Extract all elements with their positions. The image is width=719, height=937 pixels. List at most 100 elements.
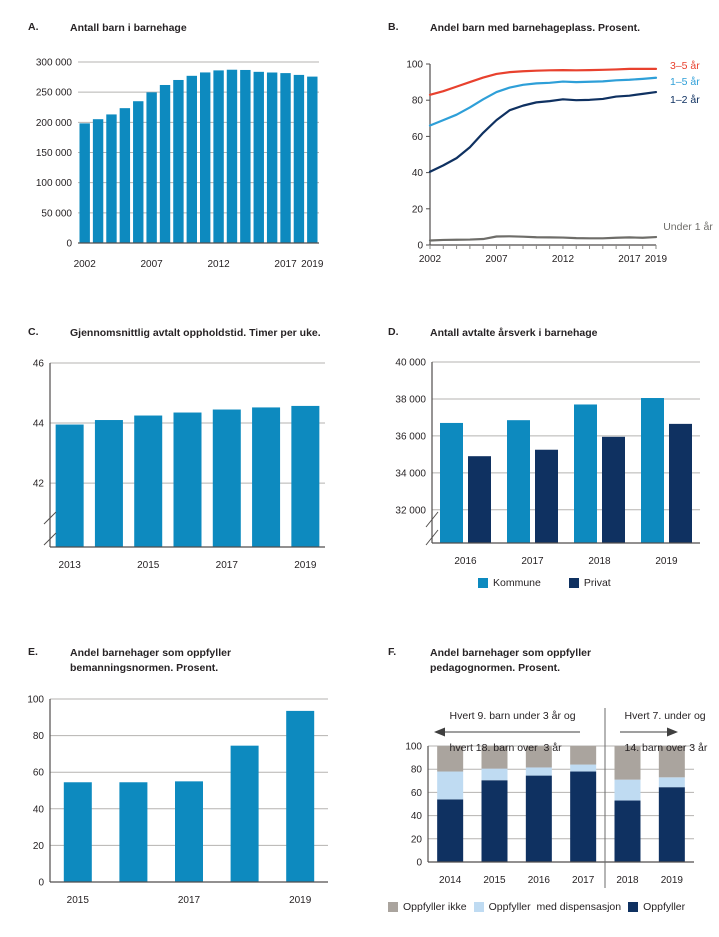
bar-Privat-2017 xyxy=(535,449,558,543)
x-tick-label: 2019 xyxy=(289,895,312,906)
y-tick-label: 60 xyxy=(33,768,45,779)
bar-2005 xyxy=(119,108,131,243)
line-label-under-1-ar: Under 1 år xyxy=(663,221,713,233)
bar-2012 xyxy=(213,70,224,244)
x-tick-label: 2015 xyxy=(483,875,506,886)
y-tick-label: 20 xyxy=(411,834,423,845)
x-tick-label: 2002 xyxy=(74,259,97,270)
bar-2018 xyxy=(252,407,281,547)
bar-2019 xyxy=(291,405,320,547)
y-tick-label: 0 xyxy=(417,241,423,252)
x-tick-label: 2018 xyxy=(616,875,639,886)
dispensasjon-swatch xyxy=(473,902,484,912)
bar-2015 xyxy=(63,782,92,882)
y-tick-label: 40 000 xyxy=(395,358,426,369)
y-tick-label: 60 xyxy=(412,132,424,143)
x-tick-label: 2007 xyxy=(141,259,164,270)
privat-swatch xyxy=(568,578,579,588)
y-tick-label: 250 000 xyxy=(36,88,73,99)
legend-label-dispensasjon: Oppfyller med dispensasjon xyxy=(488,901,622,913)
chart-a-canvas: 0 50 000 100 000 150 000 200 000 250 000 300 0… xyxy=(36,58,324,271)
y-tick-label: 80 xyxy=(33,731,45,742)
y-tick-label: 0 xyxy=(416,858,422,869)
axis-break-mark xyxy=(425,529,439,546)
bar-2006 xyxy=(133,101,144,243)
y-tick-label: 0 xyxy=(38,878,44,889)
x-tick-label: 2012 xyxy=(207,259,230,270)
y-tick-label: 100 xyxy=(405,742,422,753)
y-tick-label: 40 xyxy=(411,811,423,822)
oppfyller-ikke-swatch xyxy=(388,902,398,912)
stack-Oppfyller-2019 xyxy=(658,787,685,862)
x-tick-label: 2017 xyxy=(178,895,201,906)
axis-break-mark xyxy=(43,532,57,546)
panel-e-letter: E. xyxy=(28,646,38,658)
x-tick-label: 2012 xyxy=(552,254,575,265)
legend-label-oppfyller: Oppfyller xyxy=(643,901,686,913)
bar-Privat-2019 xyxy=(669,423,692,543)
line-label-3-5-ar: 3–5 år xyxy=(670,60,700,72)
panel-a-letter: A. xyxy=(28,21,39,33)
bar-2017 xyxy=(175,781,203,882)
x-tick-label: 2019 xyxy=(655,556,678,567)
x-tick-label: 2017 xyxy=(618,254,641,265)
panel-b-title: Andel barn med barnehageplass. Prosent. xyxy=(430,22,641,34)
bar-2017 xyxy=(212,409,241,547)
stack-Oppfyller med dispensasjon-2017 xyxy=(570,764,597,772)
panel-c: 42 44 46 2013 2015 2017 2019 C. Gjennomsnittli… xyxy=(0,300,360,620)
y-tick-label: 80 xyxy=(412,96,424,107)
panel-d-title: Antall avtalte årsverk i barnehage xyxy=(430,327,598,339)
bar-2004 xyxy=(106,114,117,244)
line-series-Under 1 år xyxy=(428,235,658,242)
bar-2013 xyxy=(226,69,238,244)
panel-f-title: Andel barnehager som oppfyller pedagogno… xyxy=(430,647,592,674)
axis-break-mark xyxy=(425,511,439,528)
y-tick-label: 0 xyxy=(66,239,72,250)
y-tick-label: 60 xyxy=(411,788,423,799)
annotation-old-norm-line2: hvert 18. barn over 3 år xyxy=(449,742,562,754)
bar-Kommune-2019 xyxy=(641,398,664,543)
panel-d-letter: D. xyxy=(388,326,399,338)
x-tick-label: 2017 xyxy=(572,875,595,886)
x-tick-label: 2017 xyxy=(274,259,297,270)
panel-d: 32 000 34 000 36 000 38 000 40 000 2016 2017 20… xyxy=(360,300,719,620)
bar-2010 xyxy=(186,75,198,243)
y-tick-label: 40 xyxy=(33,804,45,815)
bar-2019 xyxy=(286,710,315,882)
x-tick-label: 2014 xyxy=(439,875,462,886)
panel-a: 0 50 000 100 000 150 000 200 000 250 000 300 0… xyxy=(0,0,360,300)
kommune-swatch xyxy=(478,578,488,588)
x-tick-label: 2007 xyxy=(485,254,508,265)
bar-2018 xyxy=(230,745,259,882)
bar-2009 xyxy=(173,79,184,243)
x-tick-label: 2016 xyxy=(454,556,477,567)
stack-Oppfyller ikke-2014 xyxy=(437,746,464,772)
y-tick-label: 40 xyxy=(412,168,424,179)
y-tick-label: 100 xyxy=(406,60,423,71)
chart-d-canvas: 32 000 34 000 36 000 38 000 40 000 2016 2017 20… xyxy=(395,358,700,567)
legend-item-oppfyller: Oppfyller xyxy=(628,901,685,913)
line-label-1-2-ar: 1–2 år xyxy=(670,94,700,106)
y-tick-label: 34 000 xyxy=(395,468,426,479)
annotation-new-norm: Hvert 7. under og 14. barn over 3 år xyxy=(607,692,708,772)
x-tick-label: 2017 xyxy=(216,560,239,571)
y-tick-label: 32 000 xyxy=(395,505,426,516)
x-tick-label: 2019 xyxy=(661,875,684,886)
y-tick-label: 200 000 xyxy=(36,118,73,129)
bar-2018 xyxy=(293,74,305,243)
x-tick-label: 2015 xyxy=(67,895,90,906)
line-series-3–5 år xyxy=(428,67,658,96)
y-tick-label: 100 000 xyxy=(36,178,73,189)
panel-c-letter: C. xyxy=(28,326,39,338)
bar-2014 xyxy=(94,420,123,547)
panel-a-title: Antall barn i barnehage xyxy=(70,22,187,34)
stack-Oppfyller-2014 xyxy=(437,799,464,862)
stack-Oppfyller med dispensasjon-2016 xyxy=(525,767,552,776)
line-series-1–2 år xyxy=(428,90,658,173)
legend-label-privat: Privat xyxy=(583,577,611,589)
x-tick-label: 2002 xyxy=(419,254,442,265)
bar-Kommune-2016 xyxy=(440,422,463,543)
y-tick-label: 80 xyxy=(411,765,423,776)
legend-label-oppfyller-ikke: Oppfyller ikke xyxy=(403,901,467,913)
